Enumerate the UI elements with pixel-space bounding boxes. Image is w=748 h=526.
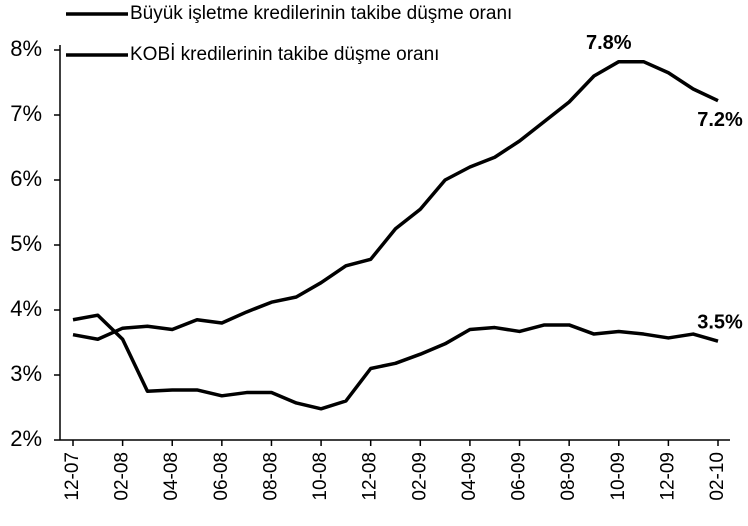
y-tick-label: 8% <box>10 36 42 61</box>
y-tick-label: 3% <box>10 361 42 386</box>
x-tick-label: 12-08 <box>360 452 381 501</box>
y-tick-label: 2% <box>10 426 42 451</box>
data-label: 3.5% <box>697 311 743 333</box>
x-tick-label: 12-09 <box>657 452 678 501</box>
series-line <box>72 59 719 341</box>
x-tick-label: 04-09 <box>459 452 480 501</box>
x-tick-label: 10-08 <box>310 452 331 501</box>
y-tick-label: 7% <box>10 101 42 126</box>
legend-label: KOBİ kredilerinin takibe düşme oranı <box>130 44 439 65</box>
y-tick-label: 4% <box>10 296 42 321</box>
data-label: 7.2% <box>697 109 743 131</box>
series-line <box>72 313 719 411</box>
x-tick-label: 02-10 <box>707 452 728 501</box>
x-tick-label: 08-08 <box>260 452 281 501</box>
y-tick-label: 6% <box>10 166 42 191</box>
x-tick-label: 02-09 <box>409 452 430 501</box>
x-tick-label: 06-09 <box>509 452 530 501</box>
x-tick-label: 02-08 <box>112 452 133 501</box>
x-tick-label: 08-09 <box>558 452 579 501</box>
y-tick-label: 5% <box>10 231 42 256</box>
data-label: 7.8% <box>586 32 632 54</box>
x-tick-label: 06-08 <box>211 452 232 501</box>
x-tick-label: 04-08 <box>161 452 182 501</box>
x-tick-label: 12-07 <box>62 452 83 501</box>
legend-label: Büyük işletme kredilerinin takibe düşme … <box>130 3 512 24</box>
x-tick-label: 10-09 <box>608 452 629 501</box>
